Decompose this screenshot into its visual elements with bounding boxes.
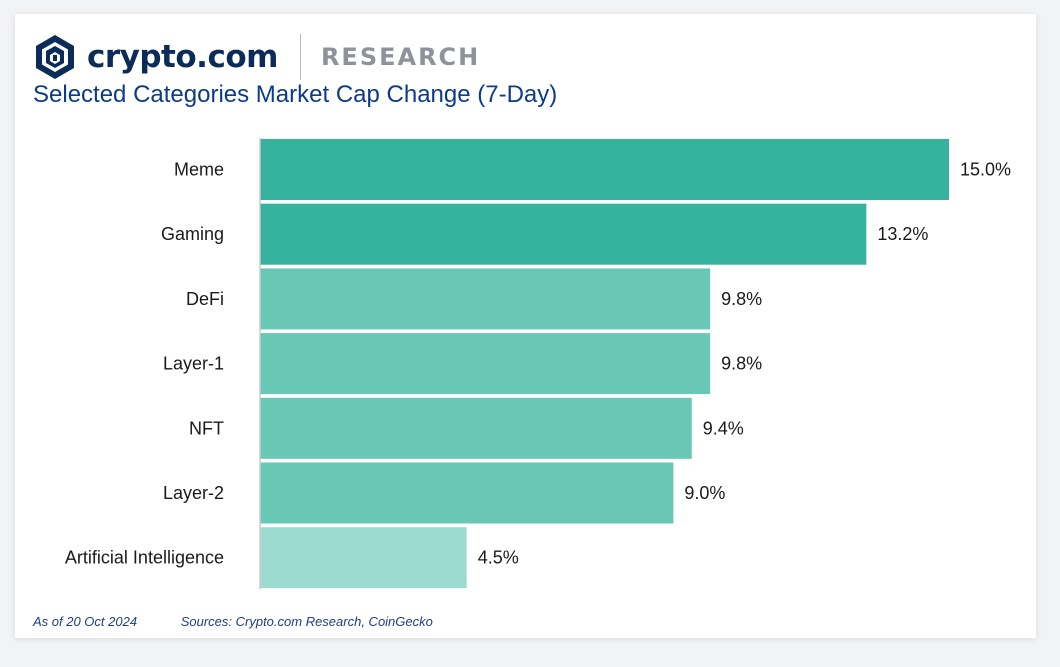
category-label: DeFi [186,289,224,309]
bar-meme [260,139,949,200]
value-label: 15.0% [960,160,1011,180]
category-label: Layer-1 [163,354,224,374]
bar-defi [260,268,711,330]
value-label: 4.5% [478,548,519,568]
category-label: Meme [174,160,224,180]
bar-layer-1 [260,333,711,395]
bar-gaming [260,203,867,265]
value-label: 9.4% [703,418,744,438]
category-label: Gaming [161,224,224,244]
footer: As of 20 Oct 2024 Sources: Crypto.com Re… [33,614,433,629]
bar-chart: Meme 15.0% Gaming 13.2% DeFi 9.8% Layer-1 9.8% N… [65,138,1011,590]
brand-name: crypto.com [87,39,278,75]
header: crypto.com RESEARCH [35,32,480,82]
bar-artificial-intelligence [260,527,467,589]
category-label: NFT [189,418,224,438]
value-label: 13.2% [877,224,928,244]
footer-sources: Sources: Crypto.com Research, CoinGecko [180,614,433,629]
category-label: Layer-2 [163,483,224,503]
chart-title: Selected Categories Market Cap Change (7… [33,81,558,108]
value-label: 9.0% [684,483,725,503]
bar-nft [260,397,692,459]
crypto-com-logo-icon [36,35,74,79]
footer-date: As of 20 Oct 2024 [33,614,138,629]
value-label: 9.8% [721,354,762,374]
section-label: RESEARCH [320,43,481,71]
bar-layer-2 [260,462,674,524]
header-divider [299,34,301,80]
value-label: 9.8% [721,289,762,309]
category-label: Artificial Intelligence [65,548,224,568]
chart-card: crypto.com RESEARCH Selected Categories … [15,14,1036,638]
